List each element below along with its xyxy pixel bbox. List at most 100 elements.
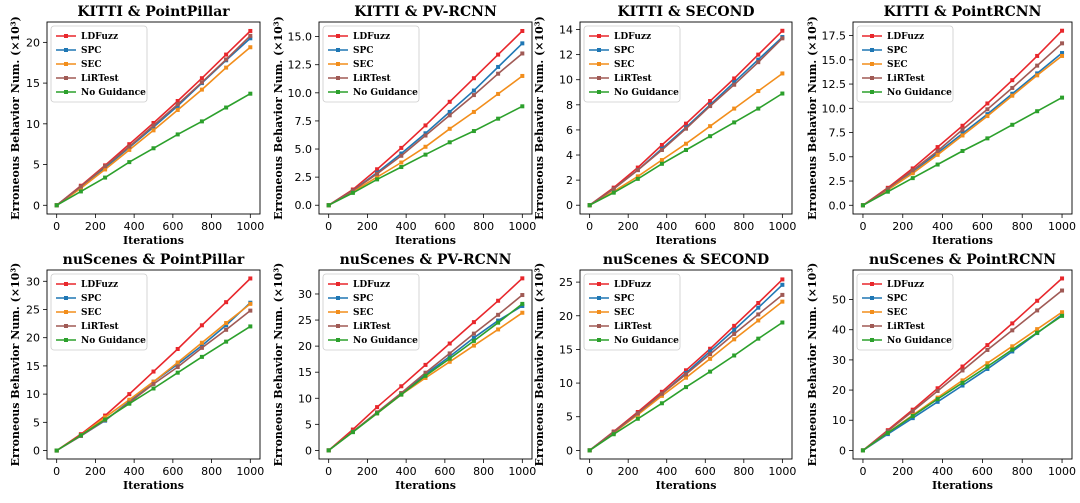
legend-label: LiRTest [614, 74, 653, 84]
data-point [199, 345, 204, 350]
y-tick-label: 20 [832, 384, 846, 397]
legend-marker [64, 296, 68, 300]
chart-title: nuScenes & PointPillar [63, 252, 245, 268]
y-tick-label: 4 [566, 149, 573, 162]
data-point [985, 347, 990, 352]
data-point [151, 123, 156, 128]
data-point [635, 411, 640, 416]
data-point [960, 123, 965, 128]
x-tick-label: 800 [733, 465, 754, 478]
y-tick-label: 25 [298, 314, 312, 327]
data-point [151, 369, 156, 374]
data-point [1060, 53, 1065, 58]
data-point [471, 343, 476, 348]
data-point [756, 336, 761, 341]
legend-marker [597, 310, 601, 314]
data-point [520, 104, 525, 109]
y-tick-label: 10 [298, 392, 312, 405]
data-point [78, 433, 83, 438]
data-point [756, 305, 761, 310]
data-point [199, 76, 204, 81]
x-tick-label: 600 [695, 220, 716, 233]
x-tick-label: 0 [859, 465, 866, 478]
data-point [910, 414, 915, 419]
legend-label: No Guidance [81, 336, 146, 346]
data-point [471, 88, 476, 93]
data-point [423, 362, 428, 367]
chart-title: KITTI & SECOND [617, 4, 754, 20]
x-axis-label: Iterations [395, 234, 456, 247]
legend-label: LDFuzz [353, 32, 390, 42]
x-tick-label: 1000 [236, 220, 264, 233]
y-tick-label: 0.0 [295, 199, 313, 212]
data-point [756, 52, 761, 57]
data-point [960, 127, 965, 132]
legend-label: SEC [353, 60, 374, 70]
legend-label: LDFuzz [614, 280, 651, 290]
data-point [885, 186, 890, 191]
x-tick-label: 0 [325, 465, 332, 478]
data-point [224, 339, 229, 344]
x-tick-label: 600 [162, 465, 183, 478]
legend-label: SPC [614, 294, 634, 304]
data-point [175, 132, 180, 137]
y-tick-label: 30 [832, 354, 846, 367]
legend: LDFuzz SPC SEC LiRTest No Guidance [856, 25, 954, 103]
data-point [1035, 298, 1040, 303]
data-point [587, 448, 592, 453]
y-axis-label: Erroneous Behavior Num. (×10³) [533, 263, 546, 467]
data-point [520, 293, 525, 298]
data-point [520, 41, 525, 46]
x-tick-label: 400 [124, 465, 145, 478]
x-tick-label: 400 [124, 220, 145, 233]
data-point [151, 379, 156, 384]
y-tick-label: 50 [832, 294, 846, 307]
data-point [1060, 28, 1065, 33]
data-point [684, 126, 688, 131]
data-point [1060, 95, 1065, 100]
x-tick-label: 1000 [236, 465, 264, 478]
y-axis-label: Erroneous Behavior Num. (×10³) [9, 16, 22, 220]
plot-frame [318, 269, 533, 460]
legend-label: SPC [614, 46, 634, 56]
data-point [350, 188, 355, 193]
data-point [175, 99, 180, 104]
data-point [860, 203, 865, 208]
x-tick-label: 200 [357, 220, 378, 233]
data-point [708, 124, 713, 129]
data-point [248, 324, 253, 329]
data-point [985, 101, 990, 106]
x-tick-label: 400 [656, 220, 677, 233]
y-tick-label: 2.5 [829, 175, 847, 188]
data-point [423, 123, 428, 128]
legend-label: LiRTest [353, 74, 392, 84]
data-point [151, 386, 156, 391]
chart-title: KITTI & PV-RCNN [354, 4, 497, 20]
data-point [780, 320, 785, 325]
x-tick-label: 200 [357, 465, 378, 478]
y-tick-label: 10 [559, 74, 573, 87]
legend-label: SEC [614, 60, 635, 70]
x-axis-label: Iterations [123, 234, 184, 247]
data-point [732, 327, 737, 332]
legend-label: LiRTest [887, 74, 926, 84]
data-point [780, 91, 785, 96]
legend: LDFuzz SPC SEC LiRTest No Guidance [856, 273, 954, 351]
y-axis-label: Erroneous Behavior Num. (×10³) [533, 16, 546, 220]
chart-panel-5: nuScenes & PointPillar 0 200 400 600 800 1000 0… [9, 252, 264, 492]
plot-frame [579, 21, 793, 215]
data-point [496, 116, 501, 121]
y-tick-label: 15 [26, 360, 40, 373]
data-point [659, 391, 664, 396]
x-axis-label: Iterations [932, 234, 993, 247]
plot-frame [852, 269, 1073, 460]
data-point [496, 320, 501, 325]
y-tick-label: 15 [26, 77, 40, 90]
x-tick-label: 200 [618, 465, 639, 478]
data-point [756, 89, 761, 94]
data-point [1035, 53, 1040, 58]
data-point [471, 109, 476, 114]
data-point [127, 401, 132, 406]
y-tick-label: 25 [26, 303, 40, 316]
